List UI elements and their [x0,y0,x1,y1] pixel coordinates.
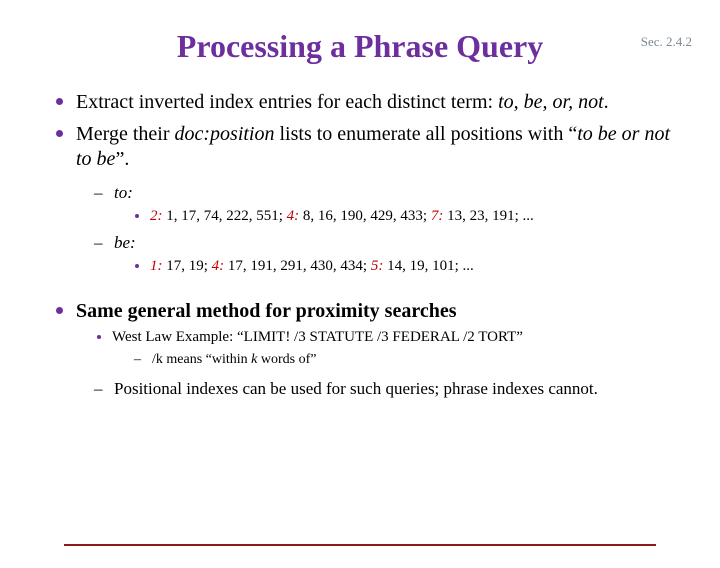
be-pos-2: 17, 191, 291, 430, 434; [224,258,371,274]
term-to: to: 2: 1, 17, 74, 222, 551; 4: 8, 16, 19… [94,182,684,226]
proximity-heading: Same general method for proximity search… [76,300,457,322]
term-be-postings: 1: 17, 19; 4: 17, 191, 291, 430, 434; 5:… [114,257,684,276]
westlaw-example: West Law Example: “LIMIT! /3 STATUTE /3 … [112,328,684,368]
slashk-post: words of” [257,352,316,367]
section-label: Sec. 2.4.2 [641,34,692,50]
proximity-sublist: West Law Example: “LIMIT! /3 STATUTE /3 … [76,328,684,368]
westlaw-notes: /k means “within k words of” [112,351,684,369]
bullet-extract: Extract inverted index entries for each … [76,87,684,115]
be-pos-1: 17, 19; [163,258,212,274]
slide-title: Processing a Phrase Query [0,28,720,65]
bullet-merge: Merge their doc:position lists to enumer… [76,119,684,276]
to-doc-2: 4: [287,208,300,224]
to-pos-3: 13, 23, 191; ... [443,208,533,224]
spacer [36,282,684,296]
bullet-proximity: Same general method for proximity search… [76,296,684,400]
to-pos-2: 8, 16, 190, 429, 433; [299,208,431,224]
be-doc-3: 5: [371,258,384,274]
slide-content: Extract inverted index entries for each … [0,87,720,400]
bullet-merge-post: ”. [115,148,129,170]
proximity-bullets: Same general method for proximity search… [36,296,684,400]
positional-index-note: Positional indexes can be used for such … [94,378,684,399]
bullet-extract-pre: Extract inverted index entries for each … [76,91,498,113]
to-doc-1: 2: [150,208,163,224]
bullet-extract-post: . [604,91,609,113]
footer-rule [64,544,656,546]
term-be: be: 1: 17, 19; 4: 17, 191, 291, 430, 434… [94,232,684,276]
term-list: to: 2: 1, 17, 74, 222, 551; 4: 8, 16, 19… [76,182,684,276]
bullet-merge-mid: lists to enumerate all positions with “ [275,123,578,145]
term-to-postings: 2: 1, 17, 74, 222, 551; 4: 8, 16, 190, 4… [114,207,684,226]
positional-index-text: Positional indexes can be used for such … [114,379,598,398]
be-doc-2: 4: [212,258,225,274]
westlaw-text: West Law Example: “LIMIT! /3 STATUTE /3 … [112,329,523,345]
be-doc-1: 1: [150,258,163,274]
to-doc-3: 7: [431,208,444,224]
bullet-merge-docpos: doc:position [175,123,275,145]
be-pos-3: 14, 19, 101; ... [383,258,473,274]
to-pos-1: 1, 17, 74, 222, 551; [163,208,287,224]
proximity-notes-2: Positional indexes can be used for such … [76,378,684,399]
slashk-note: /k means “within k words of” [134,351,684,369]
term-to-label: to: [114,183,133,202]
slashk-pre: /k means “within [152,352,251,367]
bullet-extract-terms: to, be, or, not [498,91,604,113]
term-be-posting-line: 1: 17, 19; 4: 17, 191, 291, 430, 434; 5:… [150,257,684,276]
main-bullets: Extract inverted index entries for each … [36,87,684,276]
term-be-label: be: [114,233,136,252]
term-to-posting-line: 2: 1, 17, 74, 222, 551; 4: 8, 16, 190, 4… [150,207,684,226]
bullet-merge-pre: Merge their [76,123,175,145]
